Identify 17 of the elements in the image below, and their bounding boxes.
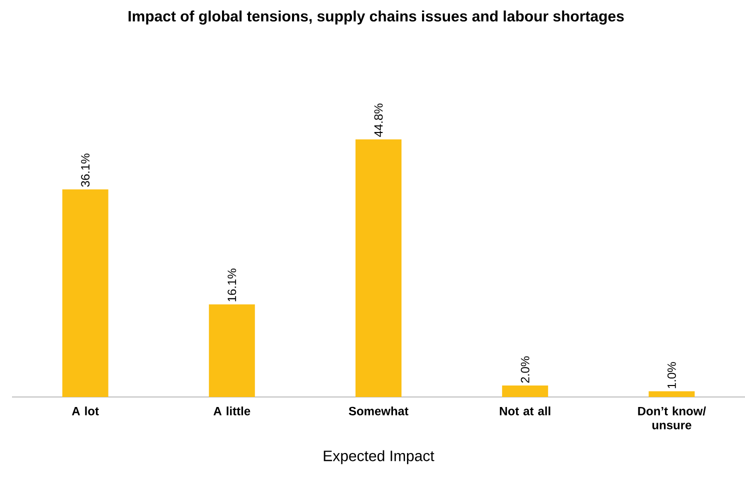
data-label: 2.0% [520,356,530,383]
bar [208,304,255,397]
x-tick-label: A little [214,406,250,416]
data-label: 1.0% [667,362,676,388]
data-label: 36.1% [81,154,90,187]
bar [648,391,695,397]
x-tick-label: Somewhat [348,406,408,416]
x-tick-label: Not at all [500,406,550,416]
data-label: 44.8% [374,104,383,137]
bar [62,189,108,397]
data-label: 16.1% [228,268,236,302]
bar [502,385,548,397]
x-axis-title: Expected Impact [324,450,434,464]
chart-title: Impact of global tensions, supply chains issues and labour shortages [128,10,624,25]
x-tick-label: A lot [72,406,99,416]
bar [356,139,402,397]
x-tick-label: Don’t know/ unsure [638,406,706,430]
